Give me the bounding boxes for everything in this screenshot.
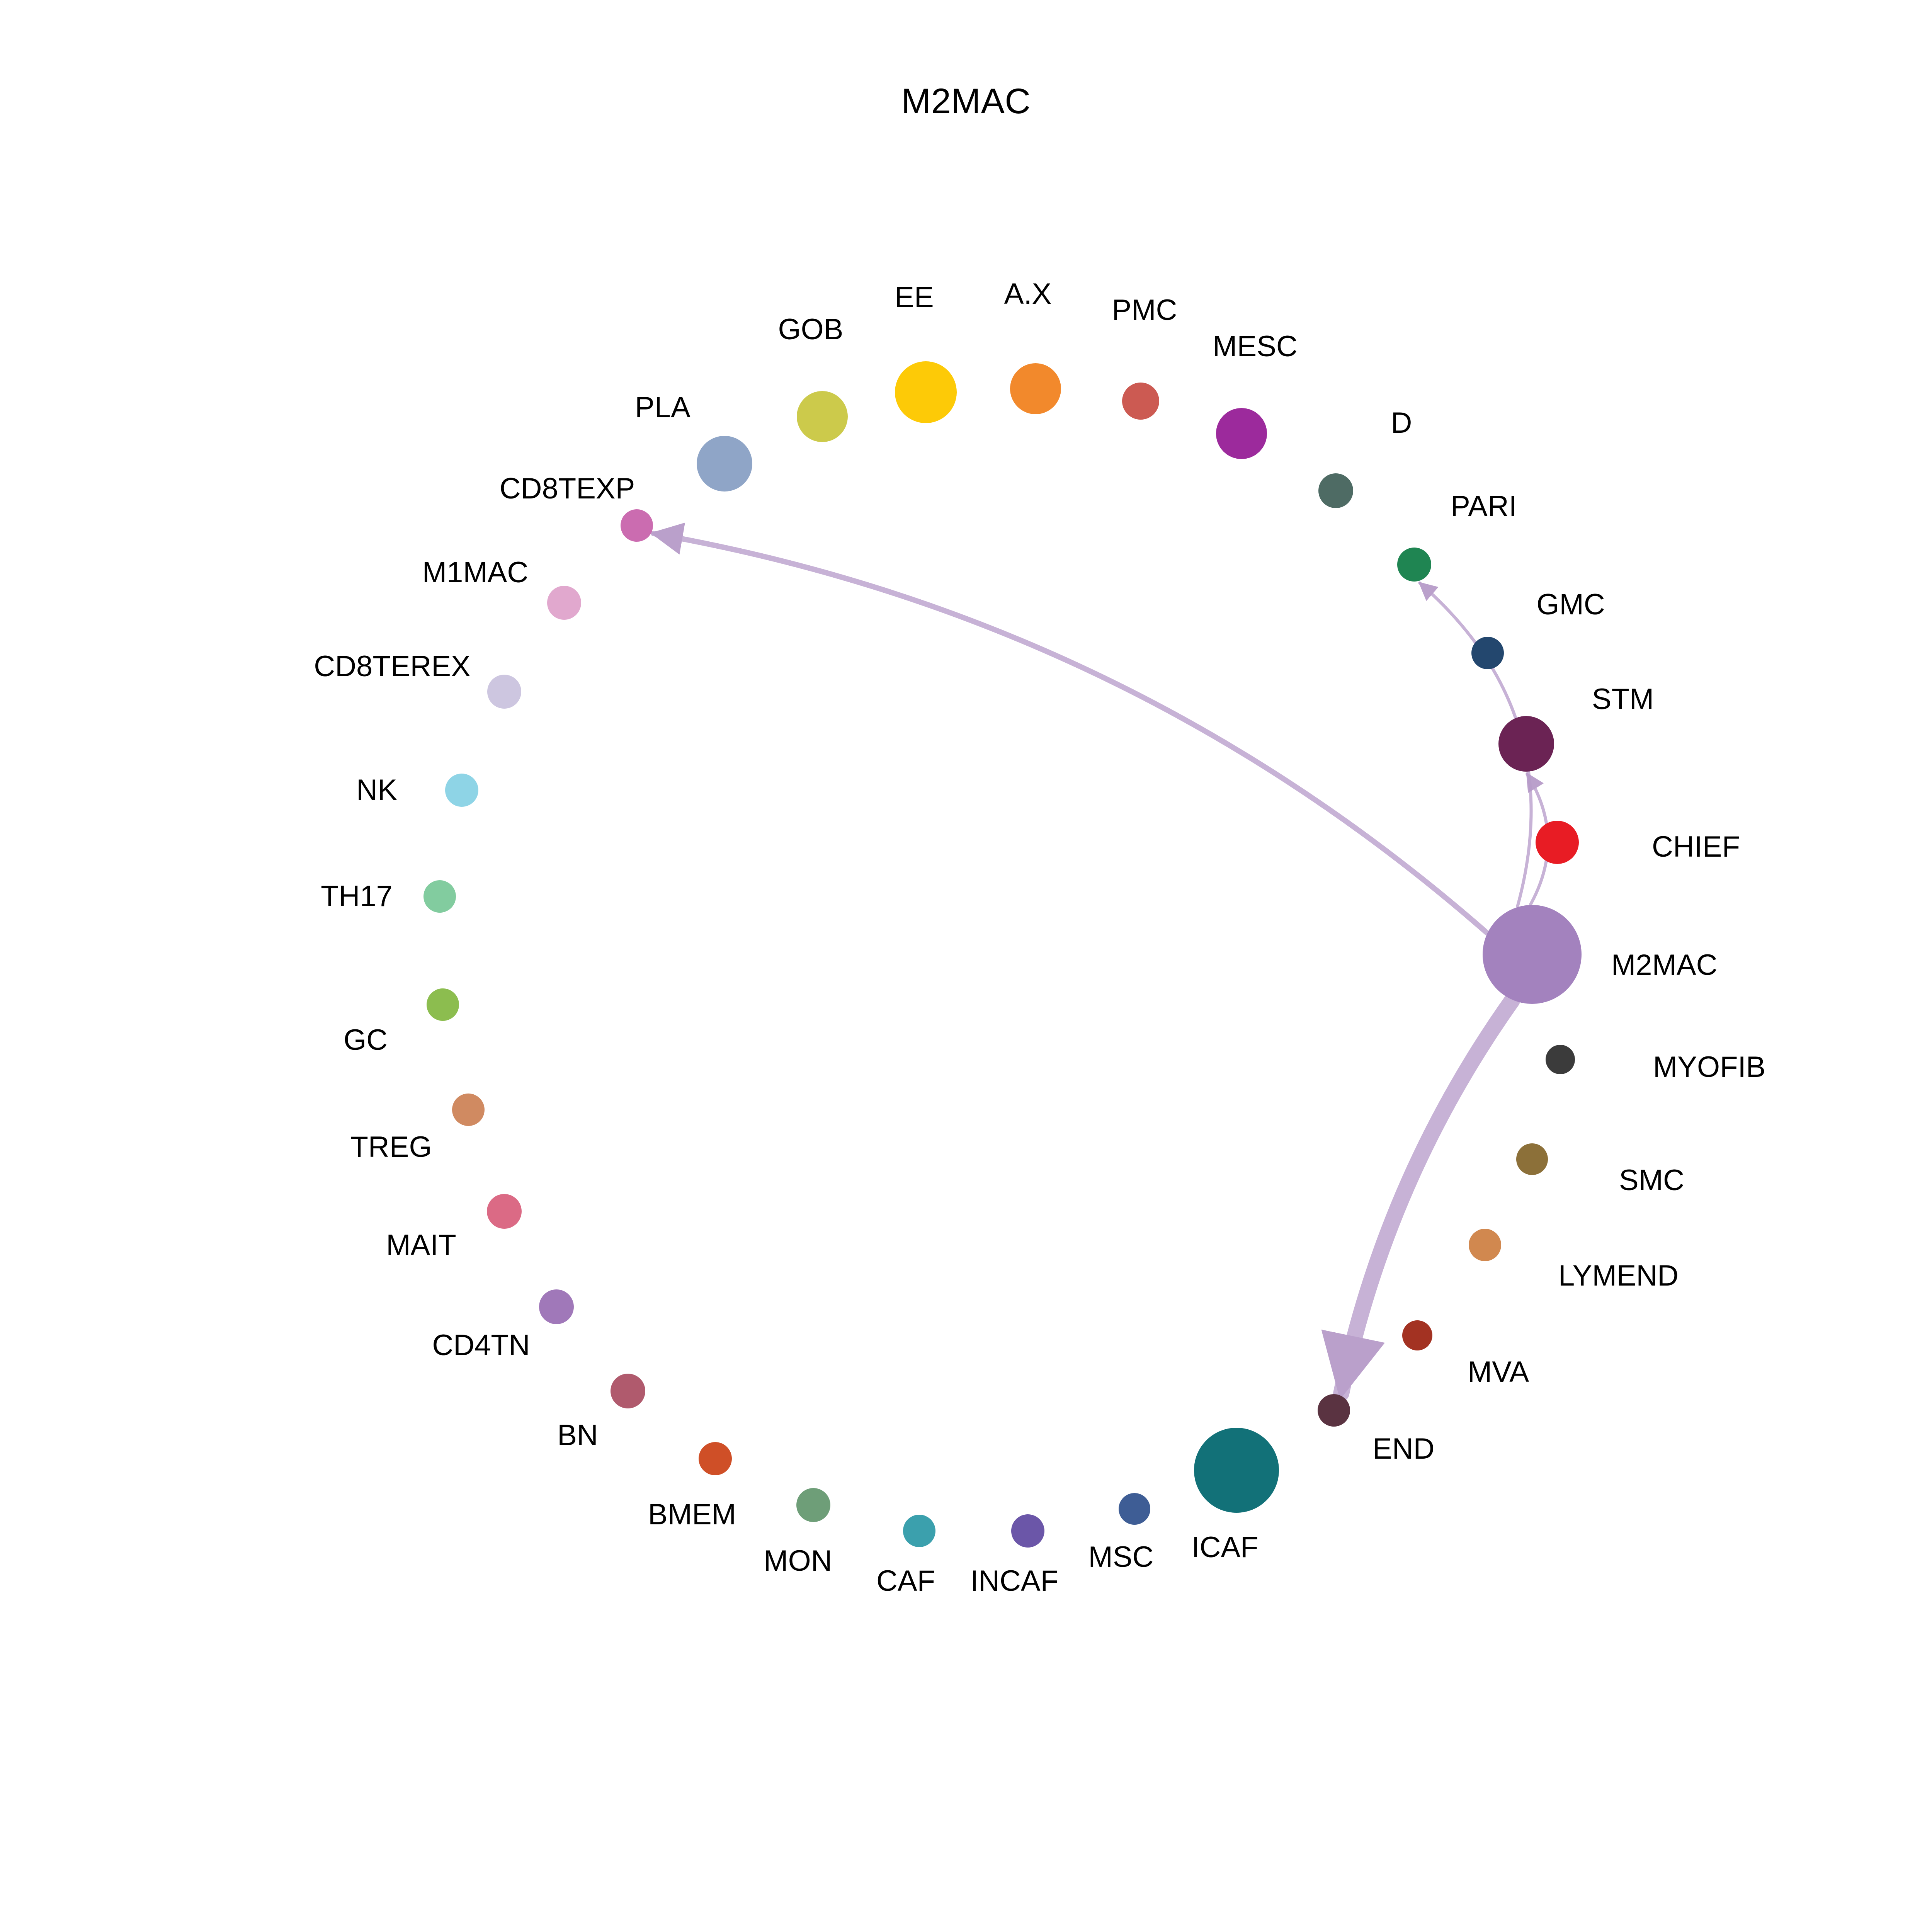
node-label-treg: TREG: [350, 1131, 432, 1163]
node-label-mon: MON: [764, 1544, 832, 1577]
node-label-nk: NK: [356, 774, 397, 806]
node-chief[interactable]: [1536, 821, 1579, 864]
node-label-icaf: ICAF: [1191, 1531, 1259, 1564]
node-cd8texp[interactable]: [621, 509, 653, 542]
node-msc[interactable]: [1119, 1493, 1150, 1525]
node-pmc[interactable]: [1122, 383, 1159, 420]
node-label-myofib: MYOFIB: [1653, 1051, 1766, 1083]
edge-m2mac-to-cd8texp: [650, 522, 1490, 935]
node-icaf[interactable]: [1194, 1428, 1279, 1513]
node-label-bmem: BMEM: [648, 1498, 736, 1531]
node-cd4tn[interactable]: [539, 1289, 574, 1324]
node-label-lymend: LYMEND: [1558, 1259, 1679, 1292]
node-gc[interactable]: [427, 988, 459, 1021]
node-stm[interactable]: [1498, 716, 1554, 772]
node-label-th17: TH17: [321, 880, 393, 913]
node-end[interactable]: [1318, 1394, 1350, 1427]
node-nk[interactable]: [445, 774, 478, 807]
node-label-cd8texp: CD8TEXP: [499, 472, 635, 505]
node-gmc[interactable]: [1471, 637, 1504, 669]
node-label-msc: MSC: [1088, 1541, 1154, 1573]
node-layer: [423, 361, 1582, 1548]
node-label-cd4tn: CD4TN: [432, 1329, 530, 1362]
node-label-gc: GC: [344, 1024, 388, 1056]
node-lymend[interactable]: [1469, 1229, 1501, 1261]
node-pari[interactable]: [1397, 548, 1431, 582]
node-mesc[interactable]: [1216, 408, 1267, 459]
node-label-stm: STM: [1592, 683, 1654, 716]
node-label-pari: PARI: [1451, 490, 1517, 523]
node-label-incaf: INCAF: [970, 1565, 1058, 1597]
node-label-chief: CHIEF: [1652, 830, 1740, 863]
node-label-caf: CAF: [876, 1565, 935, 1597]
node-m2mac[interactable]: [1483, 905, 1582, 1004]
node-mon[interactable]: [796, 1488, 830, 1522]
node-label-a-x: A.X: [1004, 277, 1052, 310]
node-myofib[interactable]: [1546, 1045, 1575, 1074]
node-label-pla: PLA: [635, 391, 690, 424]
node-mva[interactable]: [1402, 1320, 1432, 1350]
node-pla[interactable]: [697, 436, 752, 492]
node-a-x[interactable]: [1010, 363, 1061, 414]
node-d[interactable]: [1318, 473, 1353, 508]
node-mait[interactable]: [487, 1194, 522, 1229]
node-smc[interactable]: [1516, 1143, 1548, 1175]
figure-title: M2MAC: [901, 82, 1031, 121]
node-ee[interactable]: [895, 361, 957, 423]
node-label-mesc: MESC: [1213, 330, 1298, 363]
node-incaf[interactable]: [1011, 1514, 1044, 1548]
node-label-gob: GOB: [778, 313, 844, 346]
edge-layer: [650, 522, 1549, 1401]
node-label-bn: BN: [557, 1419, 598, 1452]
node-label-gmc: GMC: [1536, 588, 1605, 621]
node-label-mva: MVA: [1468, 1355, 1529, 1388]
node-label-smc: SMC: [1619, 1164, 1684, 1197]
node-label-mait: MAIT: [386, 1229, 456, 1262]
node-bn[interactable]: [611, 1374, 645, 1408]
node-bmem[interactable]: [699, 1442, 732, 1475]
node-m1mac[interactable]: [547, 586, 581, 620]
node-label-m2mac: M2MAC: [1611, 949, 1718, 981]
node-treg[interactable]: [452, 1094, 485, 1126]
node-label-ee: EE: [895, 281, 934, 314]
node-cd8terex[interactable]: [487, 675, 521, 709]
node-label-cd8terex: CD8TEREX: [314, 650, 471, 683]
node-label-pmc: PMC: [1112, 294, 1177, 327]
node-gob[interactable]: [797, 391, 848, 442]
node-label-d: D: [1391, 406, 1412, 439]
node-th17[interactable]: [423, 880, 456, 913]
edge-m2mac-to-end: [1321, 992, 1520, 1401]
node-label-end: END: [1372, 1432, 1435, 1465]
node-caf[interactable]: [903, 1515, 935, 1547]
node-label-m1mac: M1MAC: [422, 556, 529, 589]
